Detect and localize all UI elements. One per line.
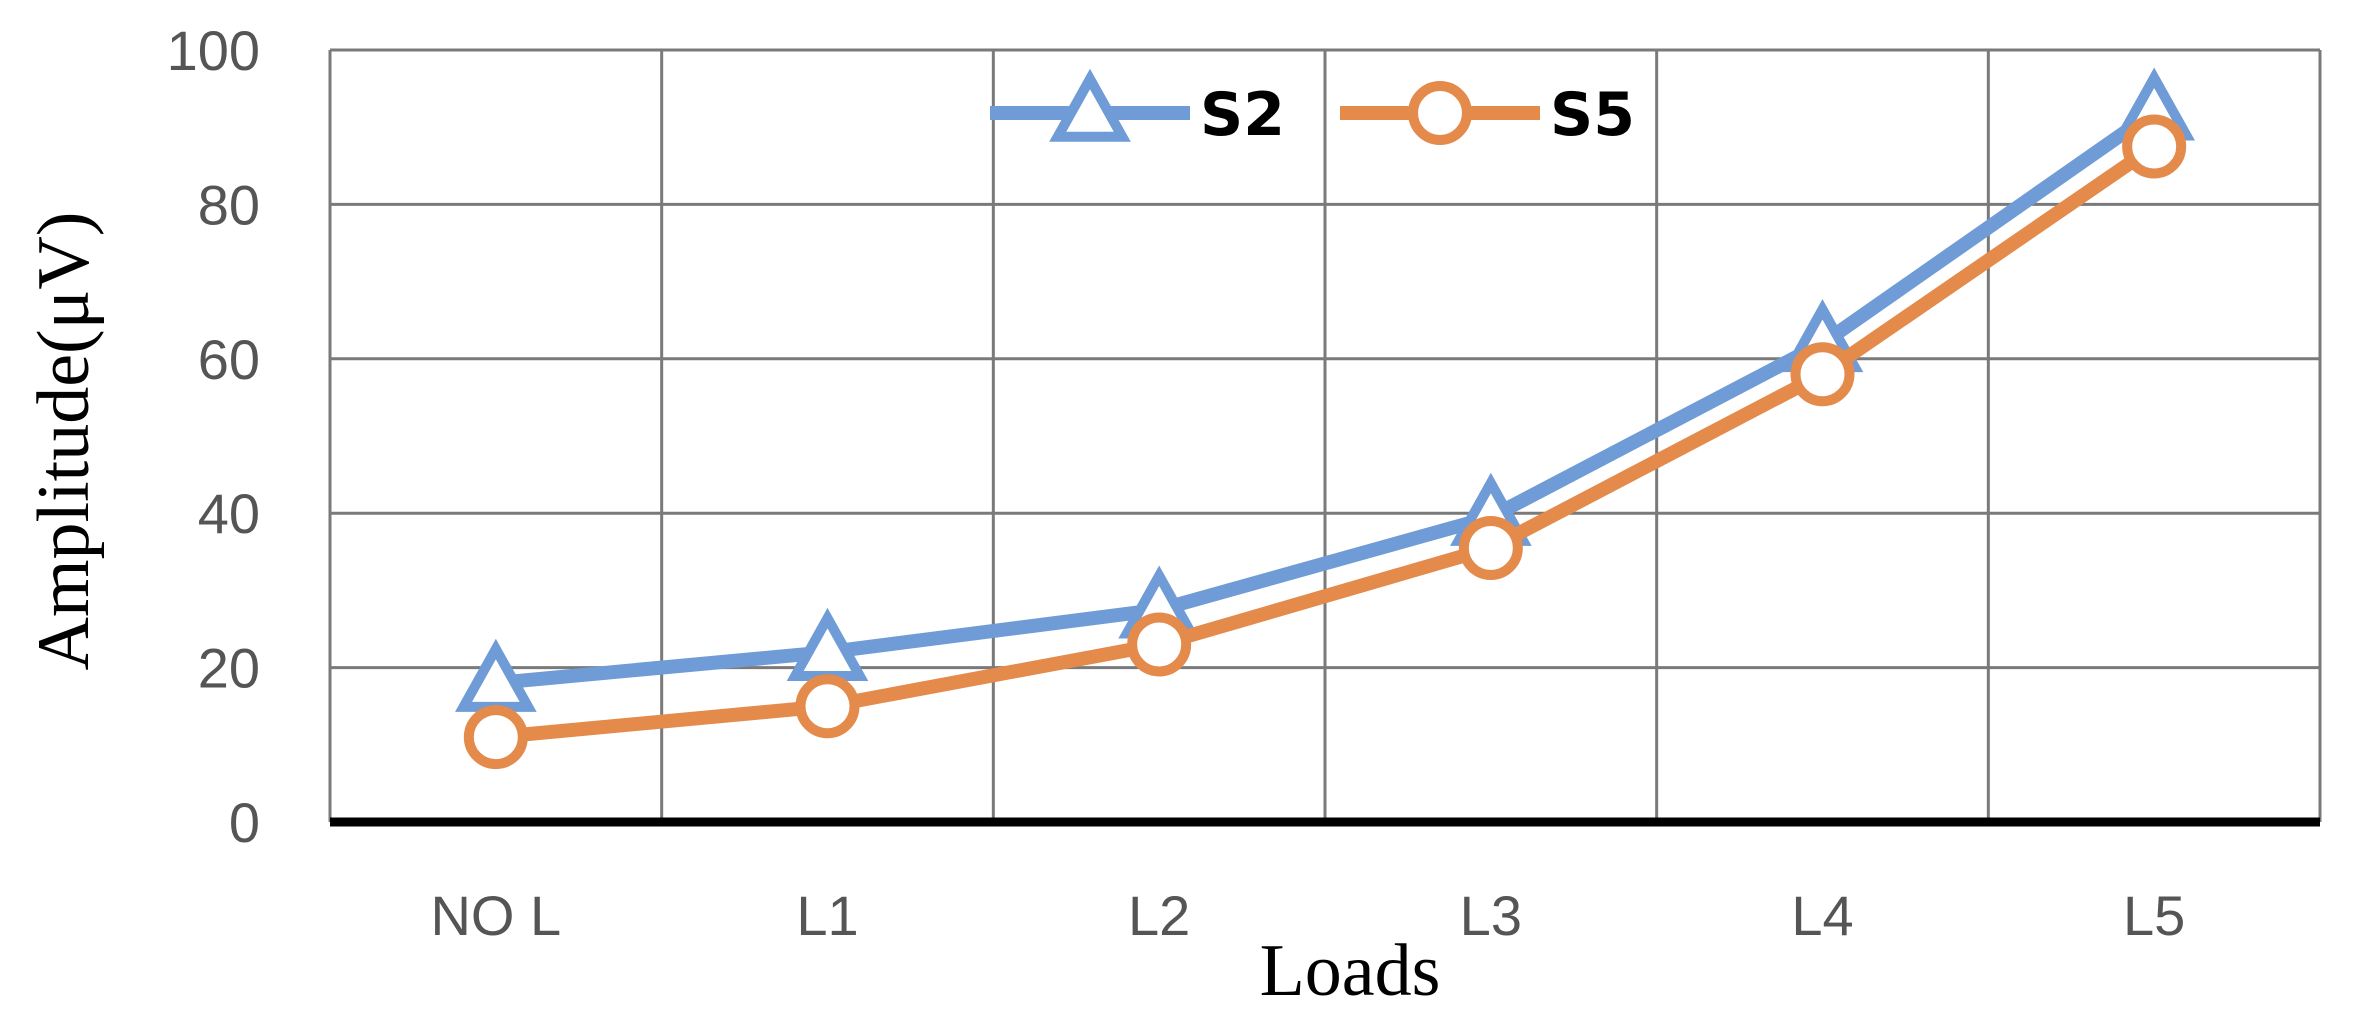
legend-item-s5: S5 xyxy=(1340,80,1635,150)
data-point xyxy=(1790,342,1855,407)
x-axis-title: Loads xyxy=(1260,930,1441,1010)
y-tick-label: 20 xyxy=(198,637,260,700)
y-axis-ticks: 0 20 40 60 80 100 xyxy=(167,19,260,854)
series-line xyxy=(495,106,2159,691)
legend-label: S5 xyxy=(1550,80,1635,150)
grid-lines xyxy=(328,48,2322,822)
x-tick-label: NO L xyxy=(430,884,561,947)
x-tick-label: L2 xyxy=(1128,884,1190,947)
x-tick-label: L3 xyxy=(1460,884,1522,947)
series-s5 xyxy=(463,114,2187,770)
data-point xyxy=(1127,612,1192,677)
legend-marker xyxy=(1049,68,1131,142)
series-line xyxy=(495,140,2159,745)
y-tick-label: 40 xyxy=(198,482,260,545)
y-tick-label: 0 xyxy=(229,791,260,854)
y-tick-label: 100 xyxy=(167,19,260,82)
x-axis-ticks: NO L L1 L2 L3 L4 L5 xyxy=(430,884,2185,947)
x-tick-label: L1 xyxy=(796,884,858,947)
series-layer xyxy=(455,67,2195,770)
legend-item-s2: S2 xyxy=(990,68,1285,150)
x-tick-label: L4 xyxy=(1791,884,1853,947)
data-point xyxy=(463,705,528,770)
legend-marker xyxy=(1408,81,1472,145)
y-tick-label: 60 xyxy=(198,328,260,391)
legend: S2 S5 xyxy=(990,68,1635,150)
data-point xyxy=(1458,515,1523,580)
data-point xyxy=(2122,114,2187,179)
legend-label: S2 xyxy=(1200,80,1285,150)
x-tick-label: L5 xyxy=(2123,884,2185,947)
y-tick-label: 80 xyxy=(198,173,260,236)
y-axis-title: Amplitude(μV) xyxy=(23,212,105,671)
data-point xyxy=(795,674,860,739)
